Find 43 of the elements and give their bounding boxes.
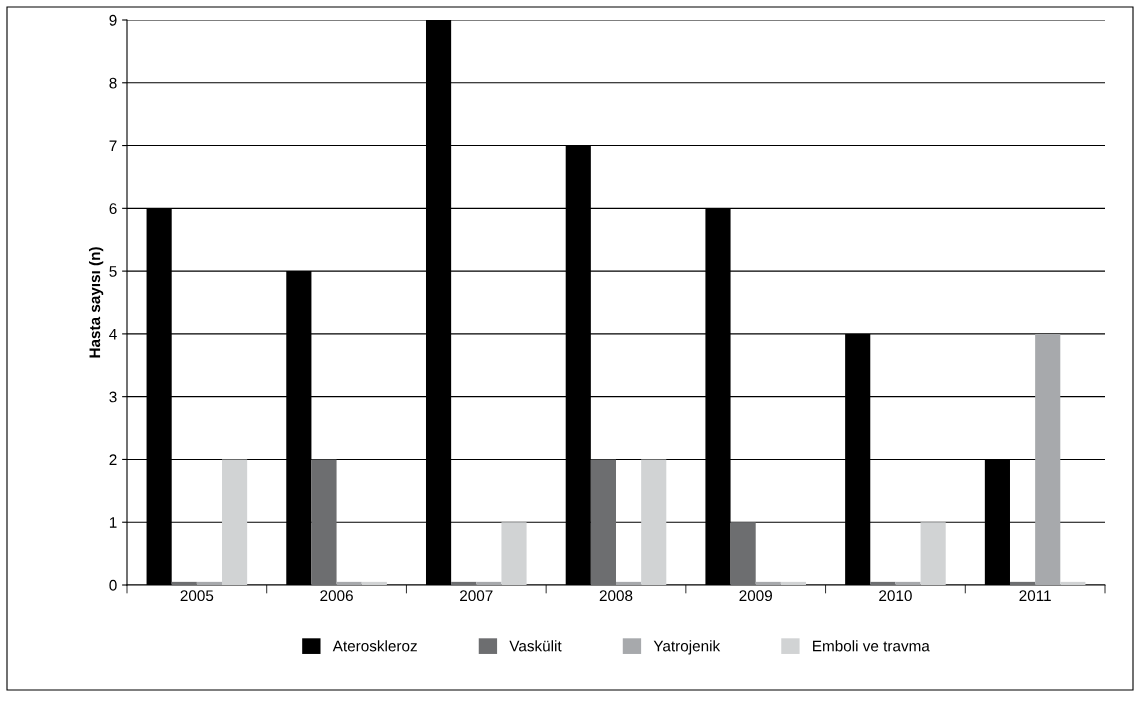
bar <box>780 581 807 585</box>
bar <box>755 581 781 585</box>
bar <box>336 581 362 585</box>
y-tick-label: 5 <box>109 266 117 277</box>
x-tick-label: 2011 <box>1019 590 1051 602</box>
bar <box>641 459 667 585</box>
y-tick-label: 0 <box>109 579 117 591</box>
y-tick-label: 8 <box>109 77 117 89</box>
bar <box>311 459 337 585</box>
x-tick-label: 2005 <box>180 590 214 602</box>
bar <box>501 522 527 585</box>
bar <box>196 581 223 585</box>
bar <box>590 459 616 585</box>
y-axis-title: Hasta sayısı (n) <box>88 247 104 358</box>
legend-label: Emboli ve travma <box>813 640 930 652</box>
bar <box>870 581 896 585</box>
y-tick-label: 9 <box>109 14 117 26</box>
y-tick-label: 4 <box>109 328 117 340</box>
bar <box>171 581 197 585</box>
bar <box>451 581 477 585</box>
bar <box>1009 581 1036 585</box>
bar <box>920 522 946 585</box>
bar <box>361 581 387 585</box>
legend-label: Yatrojenik <box>653 640 721 655</box>
bar <box>1060 581 1086 585</box>
legend-label: Vaskülit <box>509 640 562 652</box>
bar <box>730 522 756 585</box>
y-tick-label: 3 <box>109 391 117 403</box>
x-tick-label: 2008 <box>599 590 633 602</box>
y-tick-label: 7 <box>109 140 117 152</box>
bar <box>222 459 248 585</box>
bar <box>476 581 502 585</box>
x-tick-label: 2010 <box>879 590 912 602</box>
bar <box>616 581 642 585</box>
y-tick-label: 2 <box>109 454 117 465</box>
x-tick-label: 2006 <box>320 590 353 602</box>
x-tick-label: 2009 <box>739 590 772 602</box>
y-tick-label: 6 <box>109 203 117 215</box>
legend-label: Ateroskleroz <box>332 640 417 652</box>
x-tick-label: 2007 <box>460 590 493 602</box>
y-tick-label: 1 <box>109 517 117 528</box>
bar <box>1035 333 1061 585</box>
bar <box>895 581 921 585</box>
